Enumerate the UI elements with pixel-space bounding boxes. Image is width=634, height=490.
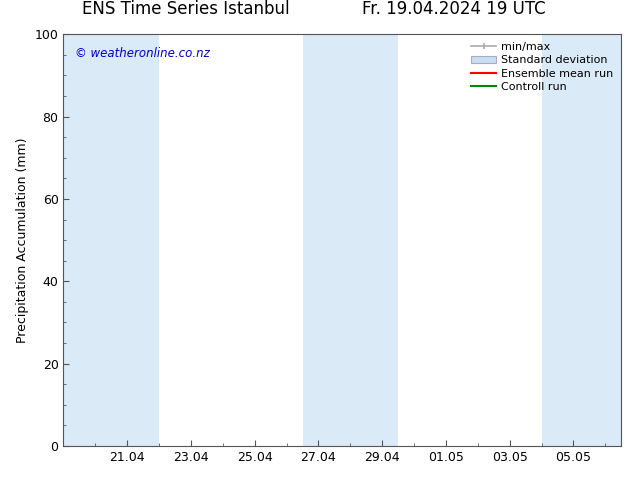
Legend: min/max, Standard deviation, Ensemble mean run, Controll run: min/max, Standard deviation, Ensemble me…	[469, 40, 616, 94]
Bar	[541, 34, 621, 446]
Text: ENS Time Series Istanbul: ENS Time Series Istanbul	[82, 0, 290, 18]
Bar	[63, 34, 159, 446]
Bar	[302, 34, 398, 446]
Text: © weatheronline.co.nz: © weatheronline.co.nz	[75, 47, 209, 60]
Text: Fr. 19.04.2024 19 UTC: Fr. 19.04.2024 19 UTC	[362, 0, 546, 18]
Y-axis label: Precipitation Accumulation (mm): Precipitation Accumulation (mm)	[16, 137, 29, 343]
